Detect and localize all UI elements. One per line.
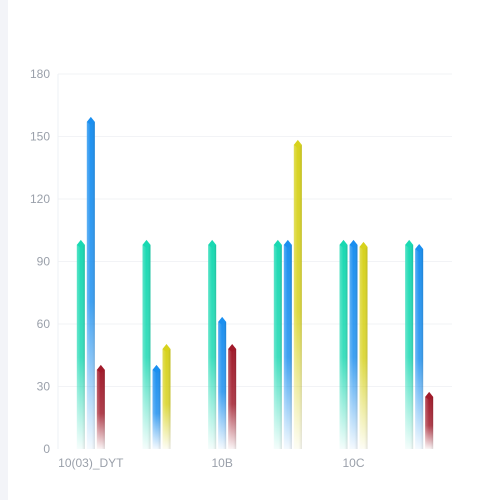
bar[interactable]	[208, 239, 217, 449]
bar[interactable]	[339, 239, 348, 449]
bar[interactable]	[218, 316, 227, 449]
bar[interactable]	[76, 239, 85, 449]
bar[interactable]	[415, 244, 424, 449]
x-axis: 10(03)_DYT 10B 10C	[58, 456, 365, 470]
grid-lines	[58, 73, 452, 387]
bar[interactable]	[359, 241, 368, 449]
bar[interactable]	[293, 139, 302, 450]
y-axis: 0 30 60 90 120 150 180	[30, 67, 59, 456]
x-category-label: 10C	[342, 456, 364, 470]
bar[interactable]	[228, 344, 237, 449]
bar[interactable]	[142, 239, 151, 449]
y-tick-label: 120	[30, 192, 50, 206]
bar[interactable]	[425, 391, 434, 449]
bar[interactable]	[349, 239, 358, 449]
y-tick-label: 150	[30, 130, 50, 144]
y-tick-label: 0	[43, 442, 50, 456]
x-category-label: 10(03)_DYT	[58, 456, 124, 470]
bars	[76, 116, 434, 450]
bar[interactable]	[162, 344, 171, 449]
bar[interactable]	[405, 239, 414, 449]
bar[interactable]	[273, 239, 282, 449]
y-tick-label: 90	[37, 255, 51, 269]
y-tick-label: 60	[37, 317, 51, 331]
bar[interactable]	[86, 116, 95, 450]
y-tick-label: 30	[37, 380, 51, 394]
bar[interactable]	[152, 364, 161, 449]
bar[interactable]	[283, 239, 292, 449]
y-tick-label: 180	[30, 67, 50, 81]
bar[interactable]	[96, 364, 105, 449]
x-category-label: 10B	[211, 456, 232, 470]
